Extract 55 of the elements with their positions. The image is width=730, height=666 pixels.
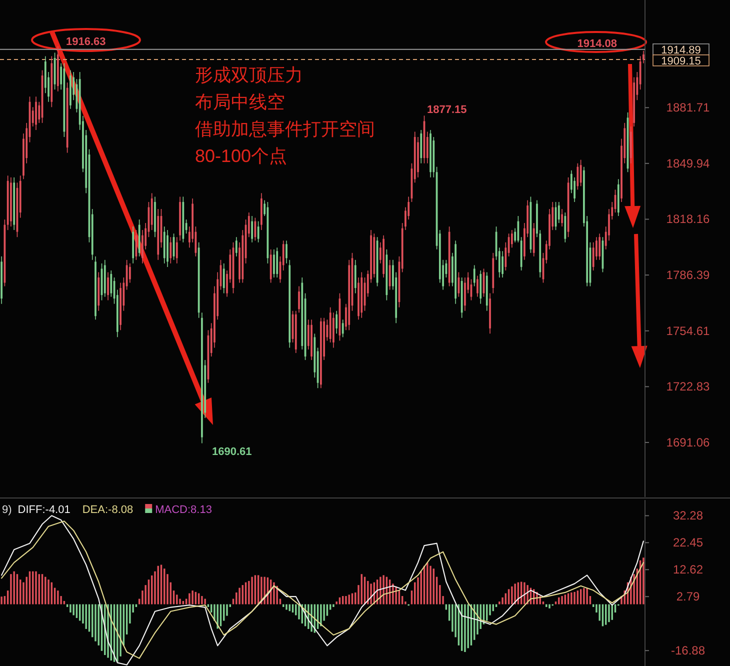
candlestick [388,260,391,290]
y-tick-label: 1754.61 [666,324,710,338]
y-tick-label: 2.79 [676,590,700,604]
candlestick [298,286,300,313]
candlestick [576,162,579,190]
annotation: 借助加息事件打开空间 [195,119,375,139]
annotation: 布局中线空 [195,92,285,112]
annotation: 80-100个点 [195,146,288,166]
legend-label: MACD:8.13 [155,504,212,516]
y-tick-label: 1691.06 [666,435,710,450]
annotation: 1690.61 [212,446,252,458]
candlestick [254,217,256,241]
candlestick [129,263,131,284]
y-tick-label: -16.88 [670,644,706,658]
candlestick [476,275,478,298]
candlestick [580,159,582,187]
candlestick [235,236,238,257]
candlestick [564,212,566,243]
y-tick-label: 32.28 [672,508,704,523]
ref-line-label: 1914.89 [661,44,701,56]
candlestick [273,248,275,278]
ref-line-label: 1909.15 [661,55,701,68]
series-label: DEA:-8.08 [82,504,134,516]
y-tick-label: 1786.39 [666,268,710,282]
series-label: DIFF:-4.01 [18,504,70,516]
candlestick [35,96,37,130]
candlestick [342,319,344,338]
candlestick [642,50,644,64]
candlestick [598,233,601,260]
y-tick-label: 12.62 [672,562,704,577]
legend-title: 9) [2,504,12,516]
y-tick-label: 1849.94 [666,156,710,170]
y-tick-label: 1722.83 [666,380,710,394]
candlestick [354,260,356,294]
candlestick [222,263,225,294]
candlestick [502,250,504,278]
annotation: 1916.63 [66,36,106,48]
annotation: 1914.08 [577,38,617,50]
annotation: 1877.15 [427,104,467,116]
annotation: 形成双顶压力 [195,65,303,85]
candlestick [107,272,109,301]
candlestick [110,270,112,298]
y-tick-label: 22.45 [672,536,704,550]
candlestick [257,220,260,243]
candlestick [561,208,563,227]
candlestick [473,264,476,287]
candlestick [558,202,560,224]
y-tick-label: 1881.71 [666,100,710,115]
candlestick [276,247,278,278]
candlestick [336,310,338,334]
candlestick [170,236,172,264]
candlestick [176,236,178,264]
candlestick [286,240,288,264]
candlestick [251,216,253,243]
y-tick-label: 1818.16 [666,212,710,226]
